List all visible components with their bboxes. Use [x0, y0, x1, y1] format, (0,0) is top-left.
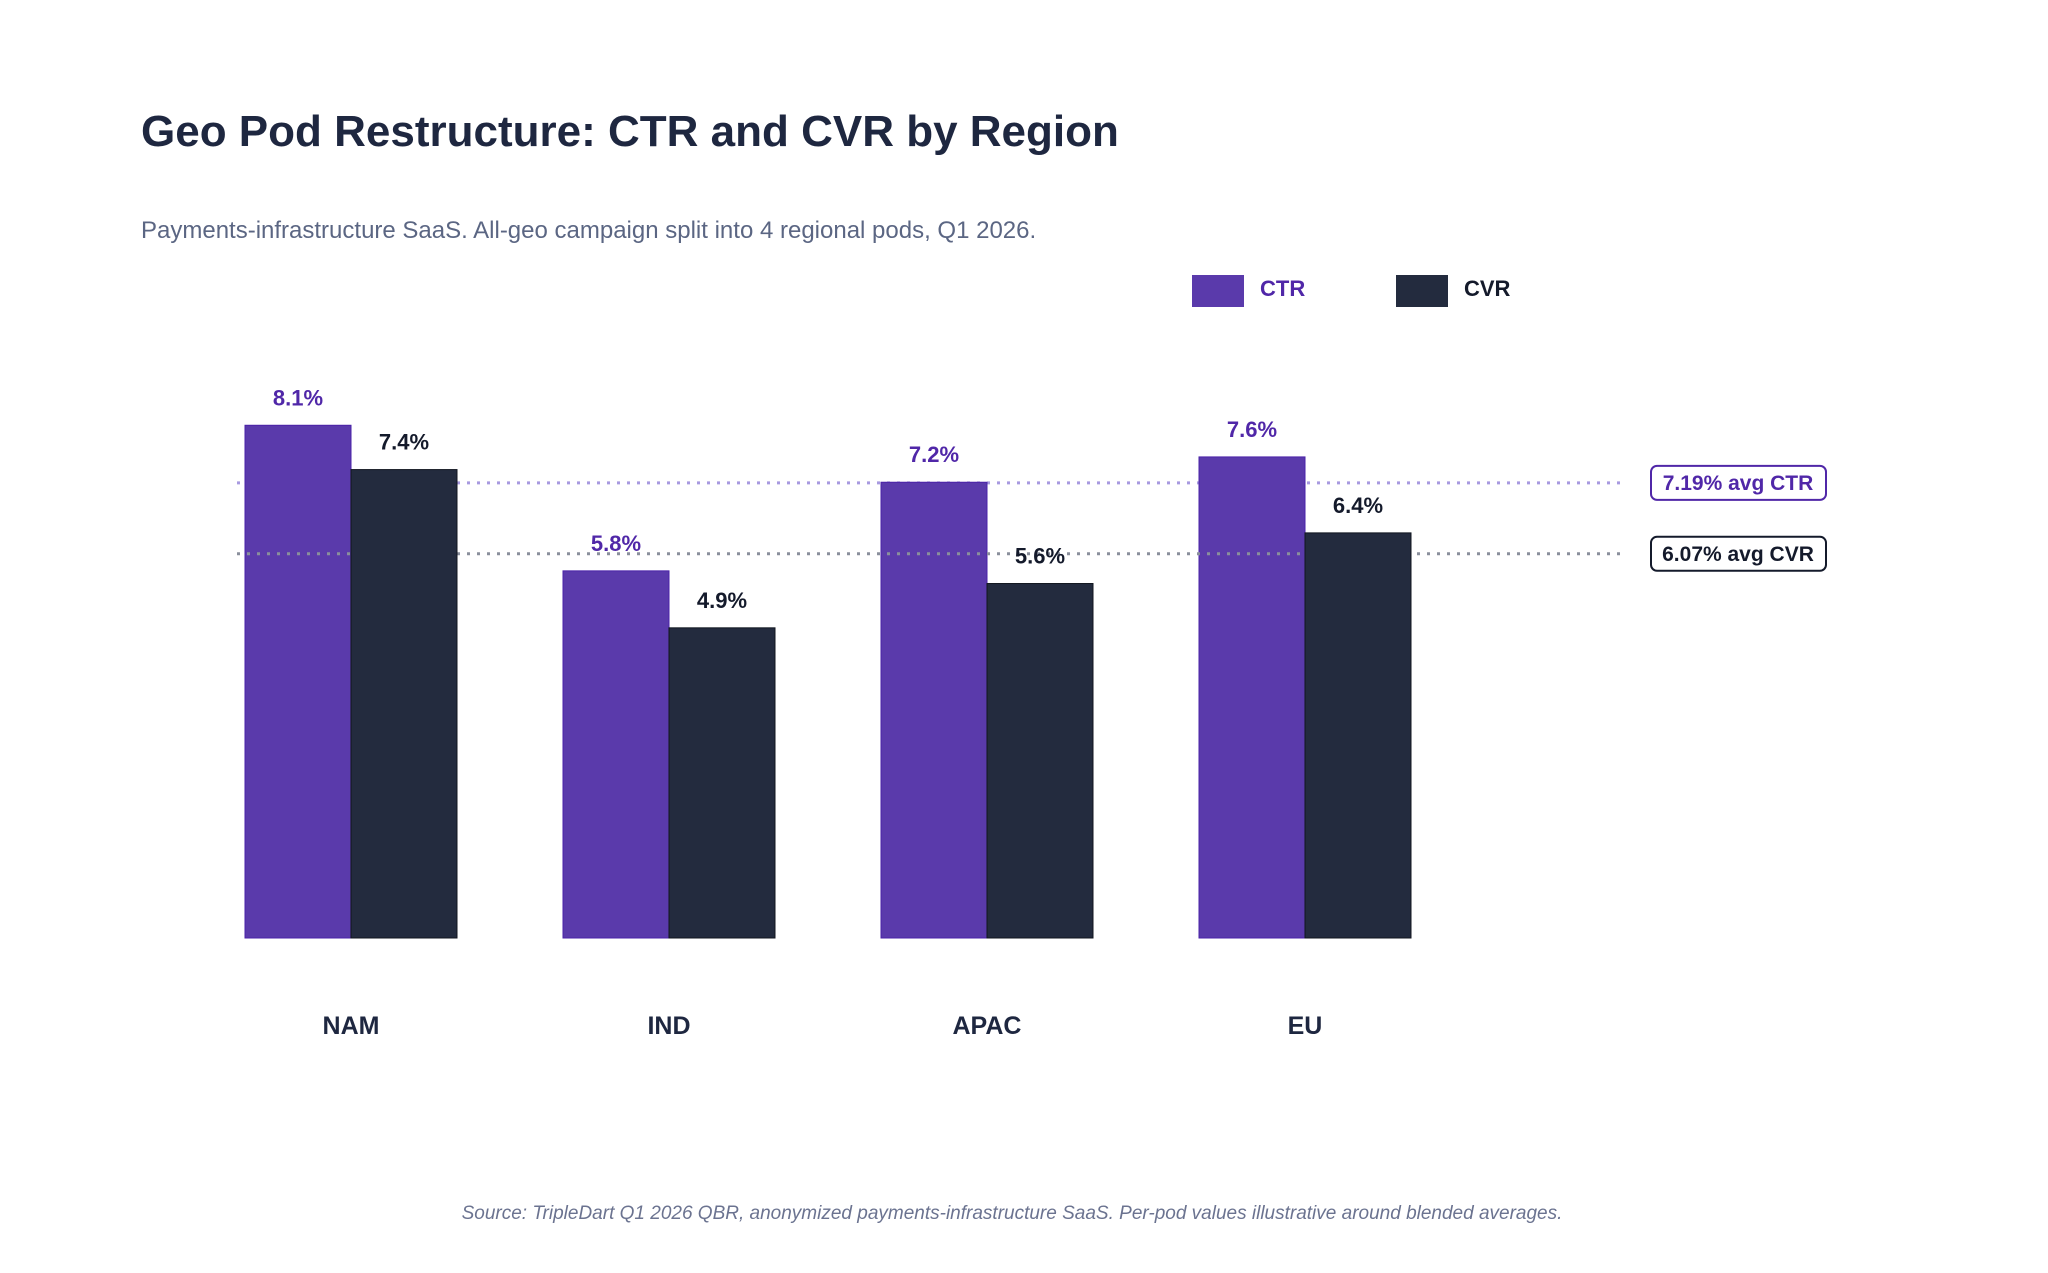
- value-label-ctr-nam: 8.1%: [273, 385, 323, 410]
- bar-cvr-ind[interactable]: [668, 627, 776, 939]
- value-label-ctr-eu: 7.6%: [1227, 417, 1277, 442]
- legend-swatch-cvr: [1396, 275, 1448, 307]
- legend-item-cvr[interactable]: CVR: [1396, 275, 1511, 307]
- value-label-cvr-ind: 4.9%: [697, 588, 747, 613]
- bar-ctr-ind[interactable]: [562, 570, 670, 939]
- ctr-avg-annotation-box: [1650, 464, 1827, 501]
- ctr-bars: [244, 424, 1306, 939]
- value-label-ctr-ind: 5.8%: [591, 531, 641, 556]
- bar-ctr-nam[interactable]: [244, 424, 352, 939]
- legend-label-cvr: CVR: [1464, 276, 1511, 301]
- cvr-avg-annotation: 6.07% avg CVR: [1650, 535, 1827, 572]
- bar-ctr-apac[interactable]: [880, 481, 988, 939]
- value-label-cvr-apac: 5.6%: [1015, 544, 1065, 569]
- category-label-apac: APAC: [953, 1012, 1022, 1040]
- chart-subtitle: Payments-infrastructure SaaS. All-geo ca…: [141, 217, 1036, 244]
- reference-annotations: 7.19% avg CTR 6.07% avg CVR: [1650, 464, 1827, 572]
- value-labels: 8.1% 7.4% 5.8% 4.9% 7.2% 5.6% 7.6% 6.4%: [273, 385, 1383, 613]
- bar-cvr-apac[interactable]: [986, 583, 1094, 939]
- value-label-ctr-apac: 7.2%: [909, 442, 959, 467]
- category-label-eu: EU: [1288, 1012, 1323, 1040]
- cvr-bars: [350, 469, 1412, 939]
- category-label-ind: IND: [647, 1012, 690, 1040]
- bar-ctr-eu[interactable]: [1198, 456, 1306, 939]
- bar-cvr-nam[interactable]: [350, 469, 458, 939]
- bar-cvr-eu[interactable]: [1304, 532, 1412, 939]
- legend-label-ctr: CTR: [1260, 276, 1305, 301]
- ctr-avg-annotation: 7.19% avg CTR: [1650, 464, 1827, 501]
- cvr-avg-annotation-label: 6.07% avg CVR: [1662, 543, 1814, 566]
- category-label-nam: NAM: [323, 1012, 380, 1040]
- chart-title: Geo Pod Restructure: CTR and CVR by Regi…: [141, 107, 1119, 156]
- legend: CTR CVR: [1192, 275, 1511, 307]
- cvr-avg-annotation-box: [1650, 535, 1827, 572]
- legend-item-ctr[interactable]: CTR: [1192, 275, 1305, 307]
- ctr-avg-annotation-label: 7.19% avg CTR: [1663, 472, 1814, 495]
- value-label-cvr-nam: 7.4%: [379, 430, 429, 455]
- value-label-cvr-eu: 6.4%: [1333, 493, 1383, 518]
- source-note: Source: TripleDart Q1 2026 QBR, anonymiz…: [462, 1203, 1563, 1224]
- legend-swatch-ctr: [1192, 275, 1244, 307]
- category-labels: NAM IND APAC EU: [323, 1012, 1323, 1040]
